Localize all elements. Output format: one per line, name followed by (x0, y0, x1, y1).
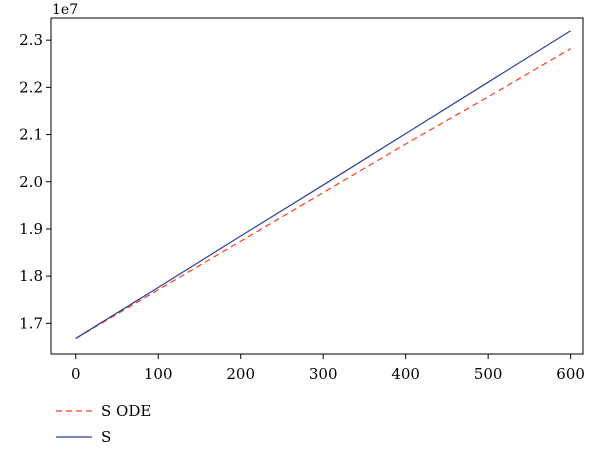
y-tick-label: 2.1 (19, 126, 43, 144)
legend-label: S ODE (101, 402, 151, 420)
series-line-s (75, 30, 571, 339)
x-tick-label: 100 (144, 365, 173, 383)
legend-label: S (101, 428, 111, 446)
x-tick-label: 500 (474, 365, 503, 383)
x-tick-label: 200 (226, 365, 255, 383)
series-line-s-ode (75, 48, 571, 339)
x-tick-label: 300 (309, 365, 338, 383)
y-tick-label: 2.3 (19, 31, 43, 49)
y-tick-label: 1.7 (19, 314, 43, 332)
y-tick-label: 1.8 (19, 267, 43, 285)
y-offset-label: 1e7 (52, 2, 78, 18)
y-tick-label: 2.0 (19, 173, 43, 191)
y-tick-label: 2.2 (19, 78, 43, 96)
x-tick-label: 400 (391, 365, 420, 383)
y-tick-label: 1.9 (19, 220, 43, 238)
plot-frame (50, 17, 584, 355)
legend: S ODE S (56, 402, 151, 446)
x-tick-label: 600 (556, 365, 585, 383)
x-tick-label: 0 (71, 365, 81, 383)
